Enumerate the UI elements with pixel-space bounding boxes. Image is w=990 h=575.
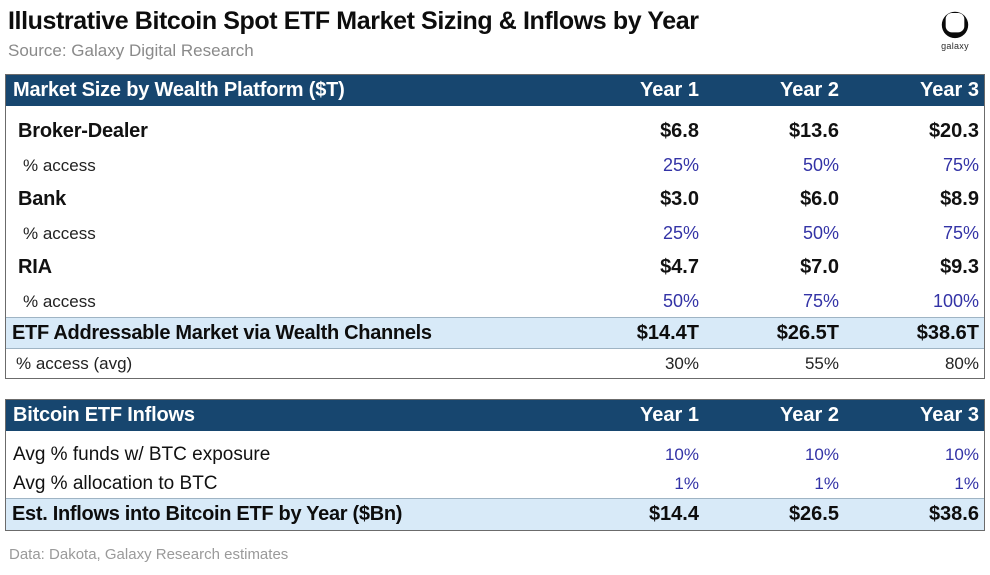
- inflows-table-header-row: Bitcoin ETF Inflows Year 1 Year 2 Year 3: [6, 400, 984, 431]
- galaxy-logo-label: galaxy: [941, 41, 969, 51]
- column-header-year2: Year 2: [780, 79, 839, 101]
- value-cell: 50%: [802, 155, 839, 175]
- value-cell: $20.3: [928, 120, 979, 142]
- value-cell: $4.7: [660, 256, 699, 278]
- value-cell: 50%: [662, 291, 699, 311]
- table-row-estimated-inflows-total: Est. Inflows into Bitcoin ETF by Year ($…: [6, 498, 984, 530]
- row-label: % access: [23, 291, 96, 311]
- value-cell: $9.3: [940, 256, 979, 278]
- row-label: Est. Inflows into Bitcoin ETF by Year ($…: [12, 503, 403, 525]
- value-cell: 10%: [944, 444, 979, 464]
- table-row-btc-exposure: Avg % funds w/ BTC exposure 10% 10% 10%: [6, 440, 984, 469]
- value-cell: 25%: [662, 155, 699, 175]
- value-cell: 25%: [662, 223, 699, 243]
- table-row-ria-access: % access 50% 75% 100%: [6, 286, 984, 317]
- value-cell: $14.4T: [636, 321, 699, 344]
- row-label: RIA: [18, 256, 52, 278]
- table-row-bank: Bank $3.0 $6.0 $8.9: [6, 181, 984, 218]
- row-label: Avg % funds w/ BTC exposure: [13, 443, 271, 465]
- value-cell: 75%: [942, 223, 979, 243]
- value-cell: 1%: [674, 473, 699, 493]
- column-header-year3: Year 3: [920, 79, 979, 101]
- value-cell: $13.6: [788, 120, 839, 142]
- table-row-addressable-market-total: ETF Addressable Market via Wealth Channe…: [6, 317, 984, 349]
- galaxy-logo: galaxy: [938, 8, 972, 51]
- footnote: Data: Dakota, Galaxy Research estimates: [9, 546, 289, 563]
- value-cell: 80%: [944, 353, 979, 373]
- value-cell: 50%: [802, 223, 839, 243]
- value-cell: $6.0: [800, 188, 839, 210]
- page-title: Illustrative Bitcoin Spot ETF Market Siz…: [8, 7, 699, 35]
- value-cell: 100%: [932, 291, 979, 311]
- table-row-bank-access: % access 25% 50% 75%: [6, 218, 984, 249]
- row-label: ETF Addressable Market via Wealth Channe…: [12, 321, 432, 344]
- market-table-header-row: Market Size by Wealth Platform ($T) Year…: [6, 75, 984, 106]
- value-cell: 75%: [802, 291, 839, 311]
- value-cell: 1%: [954, 473, 979, 493]
- value-cell: $3.0: [660, 188, 699, 210]
- row-label: % access (avg): [16, 353, 133, 373]
- header-text: Illustrative Bitcoin Spot ETF Market Siz…: [8, 6, 699, 61]
- table-row-broker-dealer-access: % access 25% 50% 75%: [6, 150, 984, 181]
- inflows-table: Bitcoin ETF Inflows Year 1 Year 2 Year 3…: [5, 399, 985, 531]
- value-cell: 1%: [814, 473, 839, 493]
- value-cell: 30%: [664, 353, 699, 373]
- row-label: Bank: [18, 188, 67, 210]
- value-cell: $26.5: [788, 503, 839, 525]
- value-cell: $38.6T: [916, 321, 979, 344]
- table-row-btc-allocation: Avg % allocation to BTC 1% 1% 1%: [6, 469, 984, 498]
- value-cell: $14.4: [648, 503, 699, 525]
- market-size-table: Market Size by Wealth Platform ($T) Year…: [5, 74, 985, 379]
- table-row-broker-dealer: Broker-Dealer $6.8 $13.6 $20.3: [6, 113, 984, 150]
- table-row-ria: RIA $4.7 $7.0 $9.3: [6, 249, 984, 286]
- value-cell: $8.9: [940, 188, 979, 210]
- value-cell: 75%: [942, 155, 979, 175]
- column-header-year3: Year 3: [920, 404, 979, 426]
- market-table-title: Market Size by Wealth Platform ($T): [13, 79, 345, 101]
- column-header-year1: Year 1: [640, 79, 699, 101]
- value-cell: $38.6: [928, 503, 979, 525]
- row-label: Broker-Dealer: [18, 120, 148, 142]
- table-row-access-avg: % access (avg) 30% 55% 80%: [6, 349, 984, 378]
- market-table-body: Broker-Dealer $6.8 $13.6 $20.3 % access …: [6, 106, 984, 378]
- row-label: % access: [23, 223, 96, 243]
- value-cell: 10%: [804, 444, 839, 464]
- header: Illustrative Bitcoin Spot ETF Market Siz…: [5, 4, 985, 61]
- galaxy-helmet-icon: [941, 11, 969, 39]
- source-note: Source: Galaxy Digital Research: [8, 41, 254, 60]
- row-label: Avg % allocation to BTC: [13, 472, 218, 494]
- value-cell: $7.0: [800, 256, 839, 278]
- value-cell: $6.8: [660, 120, 699, 142]
- value-cell: 10%: [664, 444, 699, 464]
- column-header-year2: Year 2: [780, 404, 839, 426]
- row-label: % access: [23, 155, 96, 175]
- inflows-table-body: Avg % funds w/ BTC exposure 10% 10% 10% …: [6, 431, 984, 530]
- value-cell: $26.5T: [776, 321, 839, 344]
- value-cell: 55%: [804, 353, 839, 373]
- column-header-year1: Year 1: [640, 404, 699, 426]
- inflows-table-title: Bitcoin ETF Inflows: [13, 404, 195, 426]
